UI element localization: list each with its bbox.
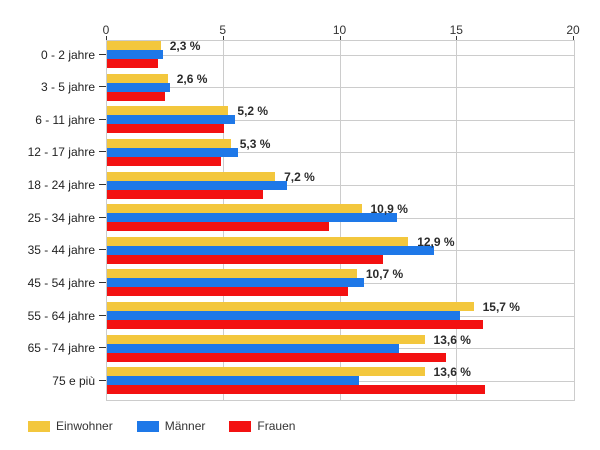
category-label: 18 - 24 jahre: [27, 178, 95, 193]
bar-manner: [107, 50, 164, 59]
bar-manner: [107, 147, 238, 157]
plot-area: 2,3 % 2,6 % 5,2 % 5,3 % 7,2 % 10,9 % 12,9 % 10,…: [106, 39, 575, 401]
category-gridline: [107, 87, 574, 88]
bar-frauen: [107, 189, 264, 199]
bar-manner: [107, 82, 171, 92]
x-axis-tick-mark: [456, 36, 458, 40]
bar-frauen: [107, 254, 383, 264]
category-tick-mark: [99, 86, 106, 87]
x-axis-tick-mark: [339, 36, 341, 40]
category-label: 12 - 17 jahre: [27, 145, 95, 160]
category-label: 45 - 54 jahre: [27, 275, 95, 290]
bar-einwohner: [107, 236, 409, 246]
bar-einwohner: [107, 73, 168, 83]
legend-item-frauen: Frauen: [229, 419, 295, 433]
bar-value-label: 7,2 %: [284, 169, 315, 184]
bar-manner: [107, 311, 460, 321]
bar-value-label: 15,7 %: [482, 300, 520, 315]
bar-manner: [107, 343, 399, 353]
legend-label: Frauen: [257, 419, 296, 433]
bar-value-label: 2,6 %: [176, 71, 208, 86]
category-tick-mark: [99, 249, 106, 250]
category-label: 0 - 2 jahre: [40, 47, 95, 62]
category-tick-mark: [99, 347, 106, 348]
vertical-gridline: [456, 41, 458, 400]
bar-frauen: [107, 222, 329, 232]
category-tick-mark: [99, 217, 106, 218]
bar-frauen: [107, 91, 166, 101]
legend-swatch: [229, 420, 252, 432]
category-tick-mark: [99, 380, 106, 381]
category-label: 3 - 5 jahre: [40, 80, 95, 95]
bar-value-label: 13,6 %: [433, 365, 471, 380]
category-gridline: [107, 185, 574, 186]
x-axis-tick-mark: [222, 36, 224, 40]
category-gridline: [107, 55, 574, 56]
bar-frauen: [107, 156, 222, 166]
bar-value-label: 5,2 %: [237, 104, 269, 119]
category-tick-mark: [99, 282, 106, 283]
x-axis-tick-label: 0: [102, 23, 110, 37]
category-tick-mark: [99, 151, 106, 152]
category-label: 25 - 34 jahre: [27, 210, 95, 225]
legend-swatch: [136, 420, 159, 432]
bar-einwohner: [107, 269, 357, 279]
category-tick-mark: [99, 54, 106, 55]
x-axis-tick-label: 20: [566, 23, 580, 37]
x-axis-tick-label: 10: [332, 23, 347, 37]
category-label: 65 - 74 jahre: [27, 341, 95, 356]
bar-einwohner: [107, 367, 425, 377]
bar-manner: [107, 180, 287, 190]
bar-einwohner: [107, 334, 425, 344]
bar-einwohner: [107, 138, 231, 148]
legend-label: Männer: [164, 419, 206, 433]
bar-einwohner: [107, 106, 229, 116]
category-label: 6 - 11 jahre: [35, 112, 95, 127]
bar-manner: [107, 115, 236, 125]
category-tick-mark: [99, 119, 106, 120]
category-label: 75 e più: [52, 373, 95, 388]
legend-item-manner: Männer: [136, 419, 206, 433]
bar-einwohner: [107, 41, 161, 50]
category-label: 55 - 64 jahre: [27, 308, 95, 323]
legend-swatch: [28, 420, 50, 432]
x-axis-tick-mark: [106, 36, 107, 40]
bar-einwohner: [107, 204, 362, 214]
bar-value-label: 10,9 %: [370, 202, 408, 217]
bar-frauen: [107, 320, 483, 330]
category-tick-mark: [99, 315, 106, 316]
bar-manner: [107, 245, 434, 255]
bar-einwohner: [107, 302, 474, 312]
bar-manner: [107, 213, 397, 223]
bar-einwohner: [107, 171, 276, 181]
legend-label: Einwohner: [56, 419, 113, 433]
x-axis-tick-label: 5: [219, 23, 227, 37]
bar-value-label: 12,9 %: [417, 234, 455, 249]
category-gridline: [107, 152, 574, 153]
bar-value-label: 10,7 %: [365, 267, 404, 282]
legend: Einwohner Männer Frauen: [28, 419, 295, 433]
bar-frauen: [107, 287, 348, 297]
bar-value-label: 5,3 %: [239, 136, 271, 151]
category-gridline: [107, 120, 574, 121]
bar-manner: [107, 278, 364, 288]
bar-frauen: [107, 385, 486, 395]
category-label: 35 - 44 jahre: [27, 243, 95, 258]
bar-value-label: 2,3 %: [169, 39, 201, 53]
x-axis-tick-label: 15: [449, 23, 463, 37]
bar-frauen: [107, 124, 224, 134]
bar-value-label: 13,6 %: [433, 332, 471, 347]
bar-frauen: [107, 352, 446, 362]
bar-manner: [107, 376, 360, 386]
legend-item-einwohner: Einwohner: [28, 419, 113, 433]
bar-frauen: [107, 59, 159, 68]
x-axis-tick-mark: [573, 36, 574, 40]
category-tick-mark: [99, 184, 106, 185]
